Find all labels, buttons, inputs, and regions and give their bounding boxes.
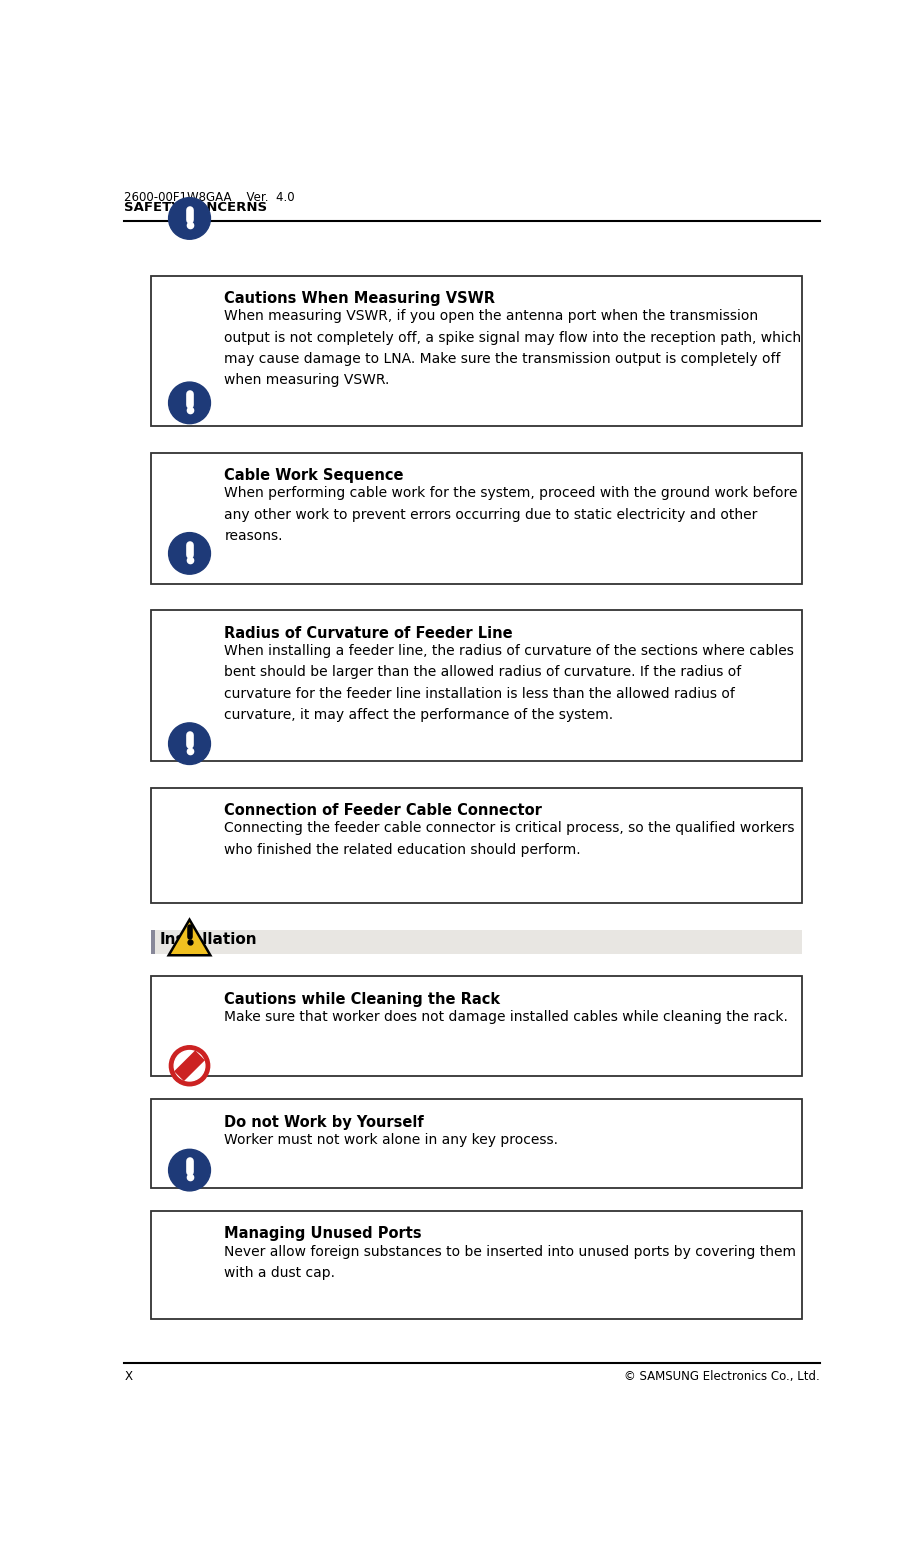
Text: Never allow foreign substances to be inserted into unused ports by covering them: Never allow foreign substances to be ins…: [225, 1245, 797, 1281]
Text: When installing a feeder line, the radius of curvature of the sections where cab: When installing a feeder line, the radiu…: [225, 645, 794, 721]
Text: Do not Work by Yourself: Do not Work by Yourself: [225, 1116, 425, 1130]
FancyBboxPatch shape: [151, 1100, 802, 1187]
Circle shape: [169, 382, 211, 424]
Text: 2600-00F1W8GAA    Ver.  4.0: 2600-00F1W8GAA Ver. 4.0: [124, 190, 295, 204]
FancyBboxPatch shape: [151, 930, 802, 953]
FancyBboxPatch shape: [151, 453, 802, 584]
Text: Connecting the feeder cable connector is critical process, so the qualified work: Connecting the feeder cable connector is…: [225, 821, 795, 857]
FancyBboxPatch shape: [151, 276, 802, 425]
Text: Worker must not work alone in any key process.: Worker must not work alone in any key pr…: [225, 1133, 558, 1147]
Text: Cautions When Measuring VSWR: Cautions When Measuring VSWR: [225, 291, 495, 305]
Text: © SAMSUNG Electronics Co., Ltd.: © SAMSUNG Electronics Co., Ltd.: [624, 1369, 820, 1382]
Polygon shape: [169, 919, 210, 955]
Text: Radius of Curvature of Feeder Line: Radius of Curvature of Feeder Line: [225, 626, 513, 640]
FancyBboxPatch shape: [151, 977, 802, 1077]
Circle shape: [169, 723, 211, 765]
Circle shape: [174, 1050, 204, 1081]
Circle shape: [169, 533, 211, 575]
Text: Connection of Feeder Cable Connector: Connection of Feeder Cable Connector: [225, 802, 542, 818]
Circle shape: [169, 1045, 210, 1086]
Text: X: X: [124, 1369, 133, 1382]
Text: When performing cable work for the system, proceed with the ground work before
a: When performing cable work for the syste…: [225, 486, 798, 542]
Text: SAFETY CONCERNS: SAFETY CONCERNS: [124, 201, 267, 213]
Text: Cable Work Sequence: Cable Work Sequence: [225, 467, 404, 483]
FancyBboxPatch shape: [151, 1211, 802, 1320]
Circle shape: [169, 198, 211, 240]
Circle shape: [169, 1150, 211, 1190]
Text: Installation: Installation: [160, 932, 258, 947]
FancyBboxPatch shape: [151, 930, 155, 953]
Text: Managing Unused Ports: Managing Unused Ports: [225, 1226, 422, 1242]
Text: Cautions while Cleaning the Rack: Cautions while Cleaning the Rack: [225, 991, 500, 1006]
Text: When measuring VSWR, if you open the antenna port when the transmission
output i: When measuring VSWR, if you open the ant…: [225, 310, 801, 386]
FancyBboxPatch shape: [151, 787, 802, 904]
Text: Make sure that worker does not damage installed cables while cleaning the rack.: Make sure that worker does not damage in…: [225, 1010, 788, 1024]
FancyBboxPatch shape: [151, 611, 802, 760]
